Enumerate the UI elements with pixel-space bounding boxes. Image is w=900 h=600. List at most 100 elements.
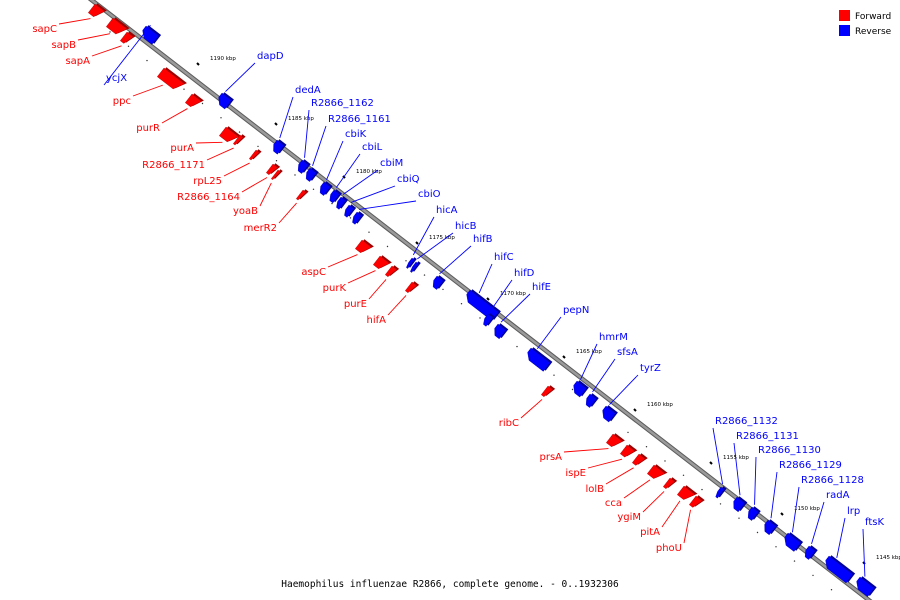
- minor-tick-dot: [479, 317, 481, 319]
- gene-body: [248, 149, 260, 161]
- gene-body: [336, 196, 347, 210]
- gene-pitA[interactable]: [676, 485, 698, 500]
- minor-tick-dot: [571, 388, 574, 391]
- gene-leader-line: [161, 108, 188, 124]
- gene-label-ycjX: ycjX: [106, 73, 127, 84]
- gene-leader-line: [536, 316, 562, 350]
- gene-leader-line: [489, 279, 513, 312]
- gene-rpL25[interactable]: [248, 149, 262, 161]
- gene-purE[interactable]: [384, 265, 400, 277]
- gene-merR2[interactable]: [295, 189, 309, 201]
- gene-body: [715, 486, 725, 499]
- gene-cbiO[interactable]: [352, 211, 365, 225]
- gene-leader-line: [77, 33, 110, 41]
- gene-leader-line: [439, 245, 472, 275]
- gene-leader-line: [312, 125, 327, 166]
- gene-cbiQ[interactable]: [344, 204, 357, 218]
- gene-body: [218, 126, 240, 143]
- minor-tick-dot: [553, 374, 555, 376]
- gene-R2866_1162[interactable]: [297, 159, 311, 174]
- gene-leader-line: [304, 109, 310, 158]
- tick-mark: [633, 408, 637, 412]
- gene-purR[interactable]: [184, 93, 204, 107]
- tick-mark: [196, 62, 200, 66]
- gene-hifA[interactable]: [404, 281, 420, 293]
- gene-leader-line: [811, 501, 825, 544]
- gene-sapA[interactable]: [119, 31, 136, 44]
- gene-ispE[interactable]: [619, 444, 638, 458]
- gene-ribC[interactable]: [540, 385, 556, 397]
- gene-hicA[interactable]: [406, 257, 417, 269]
- gene-body: [733, 496, 746, 513]
- gene-R2866_1129[interactable]: [764, 519, 779, 536]
- legend-swatch-reverse: [839, 25, 850, 36]
- gene-body: [406, 257, 415, 269]
- gene-leader-line: [387, 295, 407, 316]
- gene-label-hifC: hifC: [494, 252, 514, 263]
- gene-ppc[interactable]: [156, 67, 187, 90]
- gene-label-sapB: sapB: [51, 40, 76, 51]
- gene-R2866_1132[interactable]: [715, 486, 727, 499]
- gene-purK[interactable]: [372, 255, 392, 269]
- gene-tyrZ[interactable]: [602, 405, 618, 423]
- minor-tick-dot: [257, 145, 259, 148]
- gene-yoaB[interactable]: [270, 169, 283, 180]
- gene-label-ygiM: ygiM: [617, 512, 641, 523]
- gene-R2866_1128[interactable]: [784, 532, 804, 552]
- gene-hifC[interactable]: [466, 289, 501, 322]
- gene-label-lolB: lolB: [585, 484, 604, 495]
- gene-hifB[interactable]: [432, 275, 446, 290]
- gene-leader-line: [241, 177, 268, 193]
- gene-cca[interactable]: [646, 464, 668, 479]
- gene-aspC[interactable]: [354, 239, 374, 253]
- gene-body: [856, 576, 875, 597]
- gene-leader-line: [335, 153, 361, 188]
- gene-sapC[interactable]: [87, 3, 107, 17]
- gene-sfsA[interactable]: [585, 393, 599, 408]
- gene-prsA[interactable]: [605, 433, 625, 447]
- gene-lolB[interactable]: [631, 453, 648, 466]
- legend-label-reverse: Reverse: [855, 27, 892, 37]
- tick-mark: [562, 355, 566, 359]
- gene-hifD[interactable]: [483, 313, 496, 327]
- gene-leader-line: [500, 293, 531, 323]
- gene-hicB[interactable]: [410, 261, 421, 273]
- gene-R2866_1164[interactable]: [265, 163, 281, 175]
- gene-leader-line: [91, 45, 122, 57]
- gene-label-R2866_1131: R2866_1131: [736, 431, 799, 442]
- gene-leader-line: [605, 467, 634, 485]
- minor-tick-dot: [109, 31, 111, 33]
- gene-R2866_1161[interactable]: [305, 167, 319, 182]
- gene-hmrM[interactable]: [573, 380, 589, 398]
- gene-R2866_1130[interactable]: [747, 506, 761, 521]
- gene-label-hmrM: hmrM: [599, 332, 628, 343]
- gene-lrp[interactable]: [825, 555, 856, 584]
- gene-ftsK[interactable]: [856, 576, 877, 597]
- gene-label-cbiK: cbiK: [345, 129, 367, 140]
- gene-ygiM[interactable]: [662, 477, 678, 489]
- gene-R2866_1171[interactable]: [232, 134, 246, 146]
- gene-cbiL[interactable]: [329, 189, 342, 204]
- gene-phoU[interactable]: [688, 495, 705, 508]
- gene-leader-line: [733, 442, 741, 496]
- gene-label-sfsA: sfsA: [617, 347, 638, 358]
- gene-pepN[interactable]: [527, 347, 553, 372]
- gene-hifE[interactable]: [494, 323, 509, 340]
- gene-body: [232, 134, 244, 146]
- gene-body: [602, 405, 616, 423]
- gene-leader-line: [609, 374, 639, 405]
- gene-label-R2866_1162: R2866_1162: [311, 98, 374, 109]
- gene-cbiM[interactable]: [336, 196, 349, 210]
- gene-purA[interactable]: [218, 126, 242, 143]
- gene-cbiK[interactable]: [319, 181, 333, 196]
- gene-dedA[interactable]: [273, 139, 287, 155]
- minor-tick-dot: [645, 446, 648, 448]
- gene-dapD[interactable]: [218, 92, 234, 110]
- gene-body: [372, 255, 390, 269]
- gene-body: [184, 93, 202, 107]
- gene-label-pepN: pepN: [563, 305, 589, 316]
- gene-sapB[interactable]: [105, 17, 130, 35]
- gene-radA[interactable]: [804, 545, 818, 560]
- gene-label-merR2: merR2: [244, 223, 277, 234]
- gene-R2866_1131[interactable]: [733, 496, 748, 513]
